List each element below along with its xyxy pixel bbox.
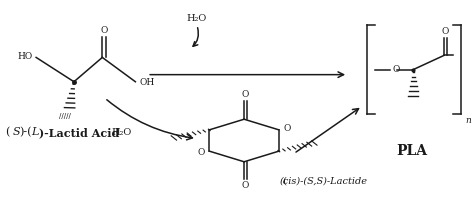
Text: S: S [12,127,20,137]
Text: H₂O: H₂O [187,14,207,23]
Text: n: n [465,116,471,125]
Text: (cis)-(S,S)-Lactide: (cis)-(S,S)-Lactide [280,176,367,185]
Text: O: O [242,90,249,99]
Text: (: ( [282,176,286,185]
Text: O: O [242,181,249,190]
Text: O: O [442,27,449,36]
Text: O: O [197,148,204,157]
Text: O: O [100,26,108,35]
Text: HO: HO [17,52,32,61]
Text: )-(: )-( [19,127,32,137]
Text: L: L [31,127,39,137]
Text: (: ( [5,127,10,137]
Text: H₂O: H₂O [111,128,131,137]
Text: )-Lactid Acid: )-Lactid Acid [38,127,119,138]
Text: O: O [392,65,400,74]
Text: PLA: PLA [396,144,428,158]
Text: O: O [284,124,291,133]
Text: OH: OH [139,78,155,87]
Text: /////: ///// [59,113,71,119]
